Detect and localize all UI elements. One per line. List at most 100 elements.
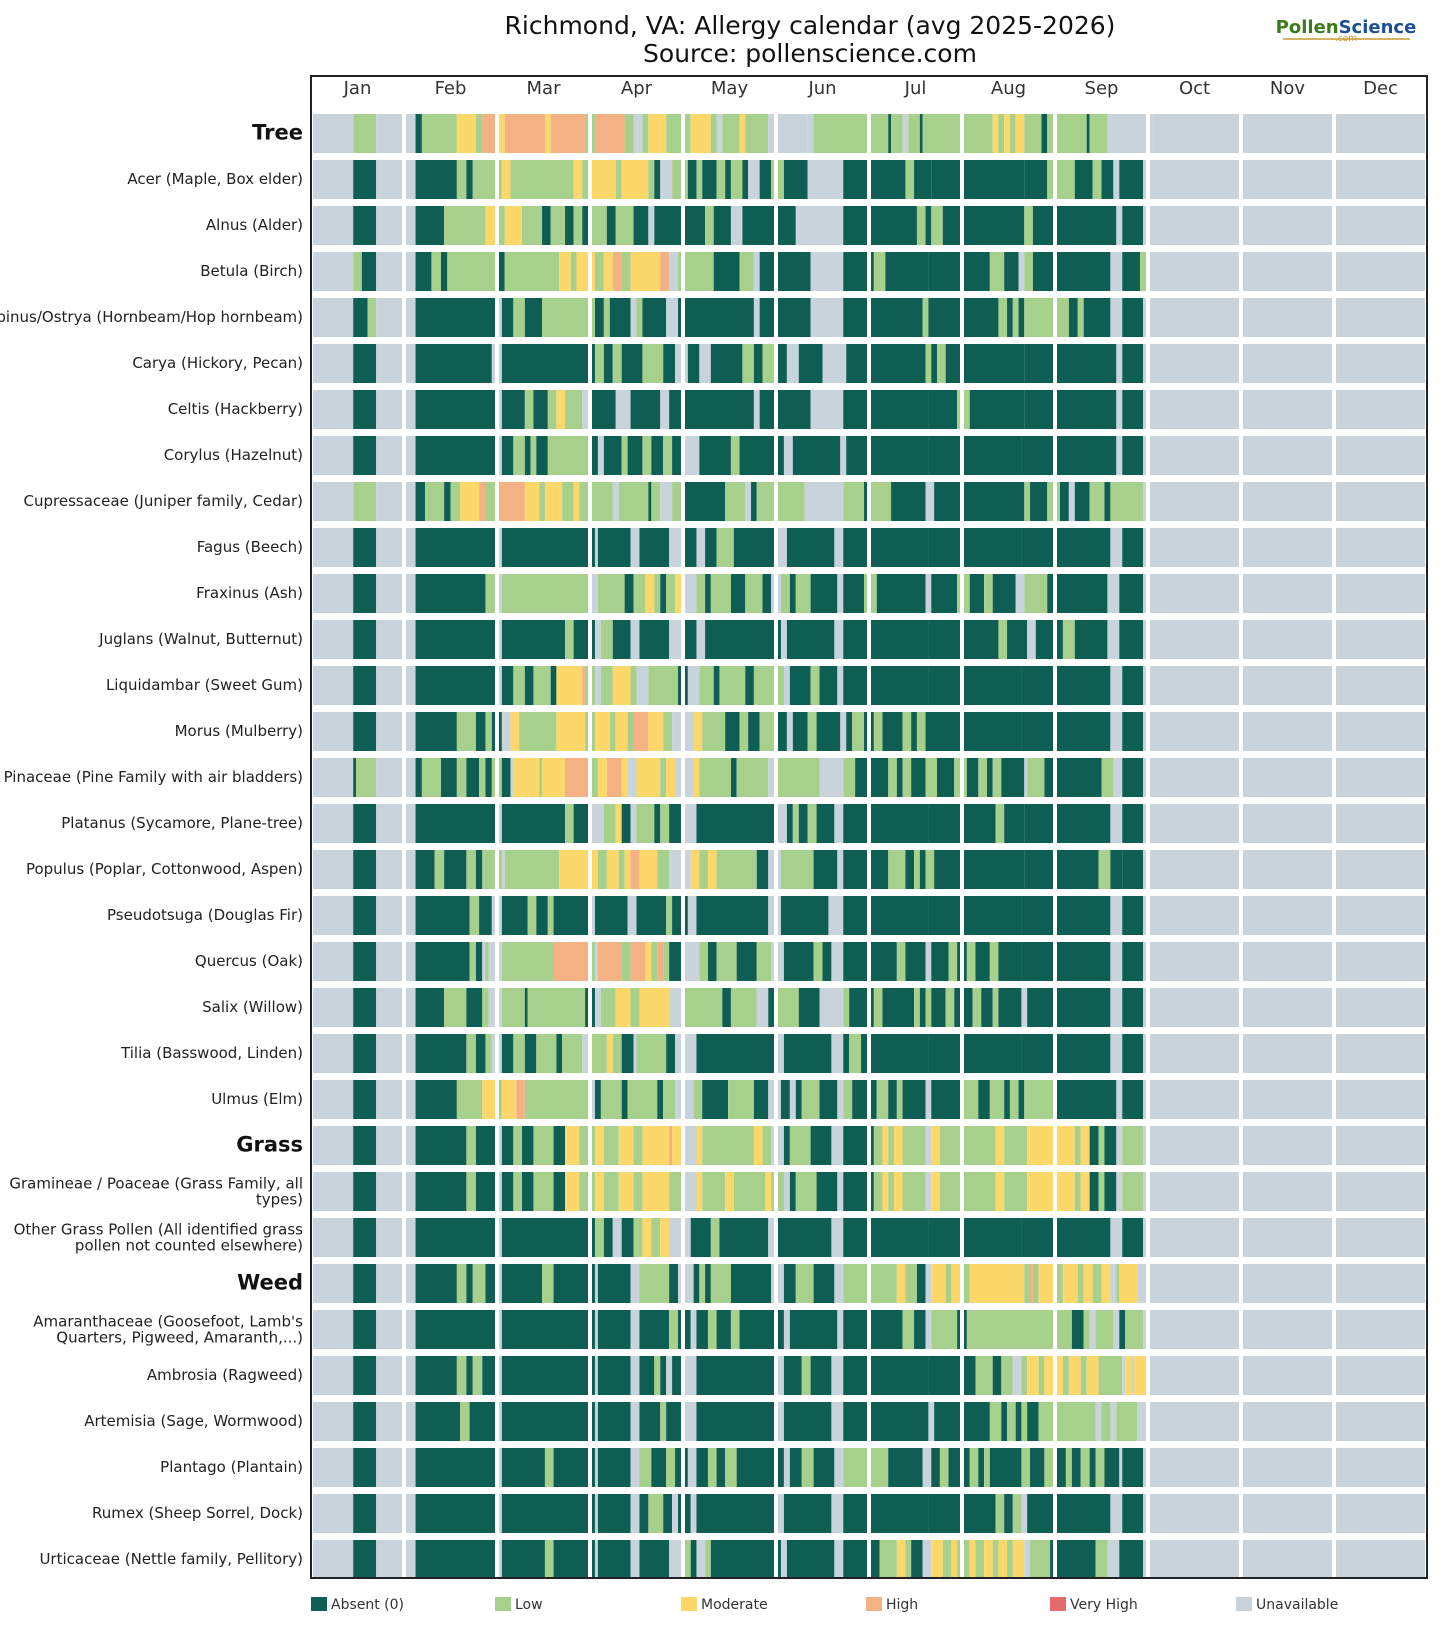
heatmap-cell [685,1126,697,1165]
heatmap-cell [444,482,451,521]
heatmap-cell [969,390,1025,429]
heatmap-cell [651,942,658,981]
heatmap-cell [1057,1034,1111,1073]
heatmap-cell [1041,114,1048,153]
heatmap-cell [660,1402,667,1441]
heatmap-row [313,620,1425,659]
heatmap-cell [501,1402,588,1441]
heatmap-cell [871,390,929,429]
heatmap-cell [1150,620,1239,659]
heatmap-cell [1122,1080,1144,1119]
heatmap-cell [807,712,817,751]
heatmap-cell [756,850,769,889]
heatmap-cell [873,1172,883,1211]
heatmap-cell [685,298,754,337]
heatmap-cell [592,528,595,567]
heatmap-cell [1068,482,1075,521]
heatmap-cell [783,1034,832,1073]
heatmap-cell [513,298,525,337]
heatmap-cell [1140,252,1146,291]
heatmap-cell [1057,712,1111,751]
heatmap-cell [1125,1356,1132,1395]
heatmap-cell [931,574,958,613]
heatmap-cell [597,850,607,889]
row-label: Tilia (Basswood, Linden) [120,1044,303,1062]
heatmap-cell [1338,758,1425,797]
heatmap-cell [1024,804,1053,843]
heatmap-cell [957,1310,960,1349]
heatmap-cell [444,206,486,245]
heatmap-cell [964,666,1022,705]
heatmap-cell [925,1172,932,1211]
heatmap-cell [1150,1494,1239,1533]
heatmap-cell [780,850,814,889]
heatmap-cell [685,942,700,981]
heatmap-cell [630,1448,640,1487]
heatmap-cell [690,1218,711,1257]
heatmap-cell [1122,1126,1144,1165]
heatmap-cell [469,1402,495,1441]
heatmap-cell [972,988,982,1027]
heatmap-cell [485,1264,495,1303]
heatmap-cell [778,620,781,659]
heatmap-cell [660,804,670,843]
heatmap-cell [376,160,402,199]
heatmap-cell [888,1448,923,1487]
heatmap-cell [663,1080,676,1119]
heatmap-cell [1018,252,1025,291]
heatmap-cell [1083,1264,1093,1303]
heatmap-cell [1021,666,1053,705]
heatmap-cell [725,160,731,199]
heatmap-cell [406,896,416,935]
heatmap-cell [1336,114,1339,153]
heatmap-cell [1336,620,1339,659]
heatmap-cell [415,712,457,751]
heatmap-cell [666,114,681,153]
heatmap-cell [786,1540,835,1579]
heatmap-cell [783,666,790,705]
row-label: Ambrosia (Ragweed) [147,1366,303,1384]
heatmap-cell [705,528,717,567]
heatmap-cell [1068,1356,1081,1395]
heatmap-cell [1143,160,1146,199]
heatmap-cell [633,1172,643,1211]
heatmap-cell [406,804,416,843]
heatmap-cell [1110,942,1123,981]
heatmap-cell [627,896,637,935]
heatmap-cell [736,942,757,981]
heatmap-cell [1243,850,1332,889]
heatmap-cell [1338,942,1425,981]
heatmap-cell [592,298,595,337]
heatmap-cell [1101,758,1114,797]
heatmap-cell [1150,206,1239,245]
heatmap-cell [1086,114,1090,153]
heatmap-cell [992,574,1016,613]
heatmap-cell [837,574,844,613]
heatmap-cell [733,1172,766,1211]
heatmap-cell [939,1448,949,1487]
heatmap-cell [789,1448,802,1487]
heatmap-cell [603,344,613,383]
heatmap-cell [547,896,554,935]
heatmap-cell [1243,1218,1332,1257]
heatmap-cell [716,1448,726,1487]
heatmap-cell [1116,1126,1123,1165]
heatmap-cell [831,1034,844,1073]
heatmap-cell [499,1448,502,1487]
heatmap-cell [778,1172,784,1211]
heatmap-cell [597,758,607,797]
heatmap-cell [831,1218,844,1257]
heatmap-cell [1338,482,1425,521]
heatmap-cell [1057,390,1117,429]
heatmap-cell [759,390,774,429]
heatmap-cell [1336,528,1339,567]
heatmap-cell [1007,1540,1013,1579]
heatmap-cell [501,1218,588,1257]
heatmap-cell [753,390,760,429]
heatmap-cell [939,1126,960,1165]
heatmap-cell [885,252,929,291]
heatmap-cell [669,1310,679,1349]
heatmap-cell [995,1494,1005,1533]
heatmap-cell [633,1218,643,1257]
heatmap-cell [376,712,402,751]
